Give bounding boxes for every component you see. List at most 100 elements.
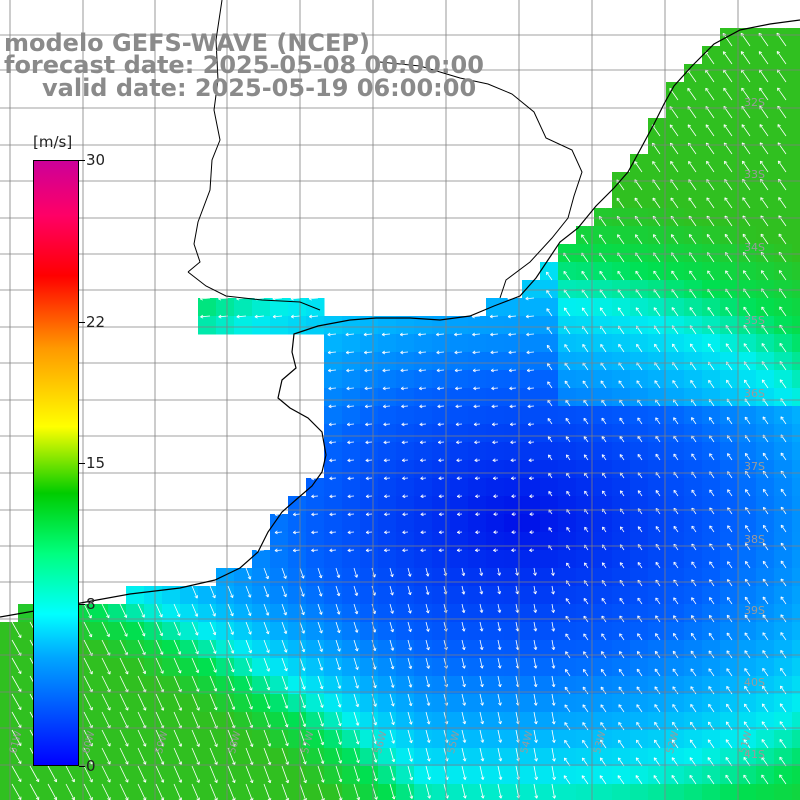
- forecast-date: forecast date: 2025-05-08 00:00:00: [4, 51, 484, 79]
- wind-cell: [702, 352, 721, 371]
- wind-cell: [720, 550, 739, 569]
- wind-arrow: [687, 87, 697, 101]
- wind-cell: [702, 226, 721, 245]
- wind-cell: [450, 370, 469, 389]
- wind-cell: [522, 712, 541, 731]
- wind-arrow: [173, 693, 183, 711]
- wind-cell: [450, 424, 469, 443]
- wind-cell: [648, 460, 667, 479]
- wind-arrow: [479, 729, 485, 743]
- wind-cell: [342, 640, 361, 659]
- latitude-label: 35S: [744, 314, 765, 327]
- wind-cell: [450, 568, 469, 587]
- wind-cell: [576, 316, 595, 335]
- wind-cell: [774, 370, 793, 389]
- wind-cell: [450, 640, 469, 659]
- wind-arrow: [311, 530, 319, 535]
- wind-cell: [594, 622, 613, 641]
- wind-arrow: [688, 234, 697, 245]
- wind-cell: [648, 532, 667, 551]
- wind-arrow: [533, 747, 538, 762]
- wind-arrow: [155, 603, 163, 618]
- wind-arrow: [497, 603, 502, 613]
- wind-cell: [630, 496, 649, 515]
- wind-arrow: [456, 458, 463, 463]
- wind-arrow: [245, 585, 252, 598]
- wind-arrow: [461, 585, 466, 595]
- wind-cell: [702, 766, 721, 785]
- wind-cell: [612, 550, 631, 569]
- wind-cell: [684, 586, 703, 605]
- wind-cell: [450, 316, 469, 335]
- wind-cell: [774, 550, 793, 569]
- wind-cell: [792, 262, 800, 281]
- wind-arrow: [547, 381, 553, 389]
- wind-cell: [576, 370, 595, 389]
- wind-arrow: [634, 197, 643, 209]
- wind-cell: [486, 424, 505, 443]
- wind-arrow: [726, 668, 733, 677]
- wind-arrow: [779, 756, 787, 767]
- wind-cell: [648, 622, 667, 641]
- wind-arrow: [671, 739, 679, 749]
- wind-arrow: [425, 711, 431, 725]
- wind-arrow: [347, 494, 355, 499]
- wind-cell: [504, 460, 523, 479]
- wind-arrow: [245, 603, 252, 616]
- wind-cell: [396, 424, 415, 443]
- wind-arrow: [726, 703, 733, 713]
- wind-arrow: [689, 757, 697, 767]
- wind-cell: [648, 784, 667, 800]
- wind-cell: [738, 550, 757, 569]
- wind-cell: [666, 784, 685, 800]
- wind-cell: [666, 460, 685, 479]
- wind-arrow: [780, 416, 787, 425]
- wind-arrow: [119, 693, 129, 711]
- wind-arrow: [365, 440, 373, 445]
- wind-cell: [558, 676, 577, 695]
- wind-cell: [432, 604, 451, 623]
- wind-cell: [648, 442, 667, 461]
- wind-cell: [486, 730, 505, 749]
- wind-arrow: [744, 452, 751, 461]
- wind-arrow: [83, 765, 93, 783]
- wind-cell: [576, 424, 595, 443]
- wind-cell: [396, 640, 415, 659]
- wind-cell: [540, 442, 559, 461]
- wind-arrow: [743, 739, 751, 749]
- wind-cell: [720, 514, 739, 533]
- wind-arrow: [533, 765, 539, 780]
- wind-cell: [558, 532, 577, 551]
- wind-arrow: [725, 270, 733, 281]
- wind-cell: [378, 604, 397, 623]
- wind-cell: [738, 118, 757, 137]
- wind-cell: [774, 64, 793, 83]
- wind-cell: [252, 784, 271, 800]
- wind-cell: [576, 352, 595, 371]
- wind-cell: [612, 406, 631, 425]
- wind-arrow: [119, 765, 129, 783]
- wind-arrow: [673, 525, 679, 533]
- wind-cell: [774, 28, 793, 47]
- wind-cell: [432, 658, 451, 677]
- wind-arrow: [329, 494, 337, 499]
- wind-arrow: [173, 603, 181, 618]
- wind-cell: [594, 226, 613, 245]
- wind-cell: [342, 370, 361, 389]
- wind-arrow: [618, 380, 625, 389]
- wind-arrow: [745, 489, 751, 497]
- wind-cell: [342, 424, 361, 443]
- wind-cell: [522, 424, 541, 443]
- wind-cell: [324, 730, 343, 749]
- wind-cell: [774, 442, 793, 461]
- wind-cell: [666, 514, 685, 533]
- wind-arrow: [454, 368, 463, 373]
- wind-arrow: [636, 686, 643, 695]
- wind-cell: [756, 658, 775, 677]
- wind-cell: [612, 388, 631, 407]
- wind-arrow: [690, 703, 697, 713]
- wind-arrow: [299, 567, 305, 579]
- wind-cell: [756, 640, 775, 659]
- wind-arrow: [636, 380, 643, 389]
- wind-arrow: [533, 567, 537, 576]
